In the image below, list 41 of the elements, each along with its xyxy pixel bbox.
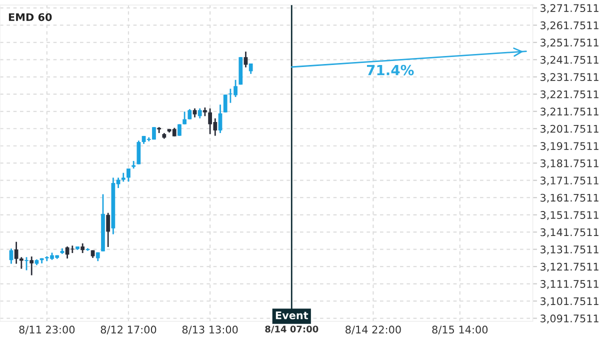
- text: EMD 60: [8, 13, 52, 22]
- y-tick-label: 3,261.7511: [540, 21, 598, 30]
- candlestick: [136, 140, 141, 165]
- candlestick: [248, 62, 253, 75]
- y-tick-label: 3,121.7511: [540, 262, 598, 272]
- y-tick-label: 3,151.7511: [540, 211, 598, 220]
- candlestick: [30, 256, 34, 276]
- candlestick: [178, 124, 182, 136]
- y-tick-label: 3,241.7511: [540, 56, 598, 65]
- y-tick-label: 3,181.7511: [540, 159, 598, 168]
- candlestick: [182, 110, 187, 125]
- y-tick-label: 3,131.7511: [540, 246, 598, 254]
- y-tick-label: 3,161.7511: [540, 194, 598, 203]
- candlestick: [244, 50, 248, 68]
- y-tick-label: 3,191.7511: [540, 142, 598, 152]
- candlestick: [223, 94, 228, 114]
- candlestick: [218, 104, 222, 134]
- candlestick: [106, 212, 110, 248]
- y-tick-label: 3,141.7511: [540, 228, 598, 238]
- annotation: 71.4%: [366, 64, 414, 76]
- y-tick-label: 3,211.7511: [540, 108, 598, 117]
- candlestick: [126, 168, 130, 182]
- y-tick-label: 3,101.7511: [540, 297, 598, 306]
- y-tick-label: 3,271.7511: [540, 4, 598, 14]
- x-tick-label: 8/15 14:00: [432, 326, 488, 334]
- y-tick-label: 3,111.7511: [540, 280, 598, 289]
- candlestick: [80, 242, 85, 254]
- candlestick: [24, 256, 28, 271]
- ref-line-label: Event: [276, 312, 308, 320]
- x-tick-label: 8/14 07:00: [265, 326, 318, 334]
- x-tick-label: 8/13 13:00: [182, 326, 238, 334]
- y-tick-label: 3,091.7511: [540, 314, 598, 324]
- candlestick: [198, 108, 202, 120]
- y-tick-label: 3,251.7511: [540, 38, 598, 48]
- x-tick-label: 8/11 23:00: [19, 326, 75, 334]
- y-tick-label: 3,221.7511: [540, 90, 598, 100]
- y-tick-label: 3,201.7511: [540, 124, 598, 134]
- y-tick-label: 3,231.7511: [540, 73, 598, 82]
- y-tick-label: 3,171.7511: [540, 176, 598, 186]
- x-tick-label: 8/14 22:00: [346, 326, 401, 334]
- x-tick-label: 8/12 17:00: [100, 326, 156, 334]
